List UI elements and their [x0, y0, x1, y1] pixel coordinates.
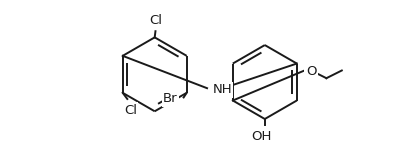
Text: Br: Br	[163, 92, 178, 105]
Text: NH: NH	[213, 83, 232, 96]
Text: OH: OH	[252, 130, 272, 143]
Text: Cl: Cl	[124, 104, 137, 117]
Text: Cl: Cl	[150, 14, 163, 27]
Text: O: O	[306, 65, 316, 78]
